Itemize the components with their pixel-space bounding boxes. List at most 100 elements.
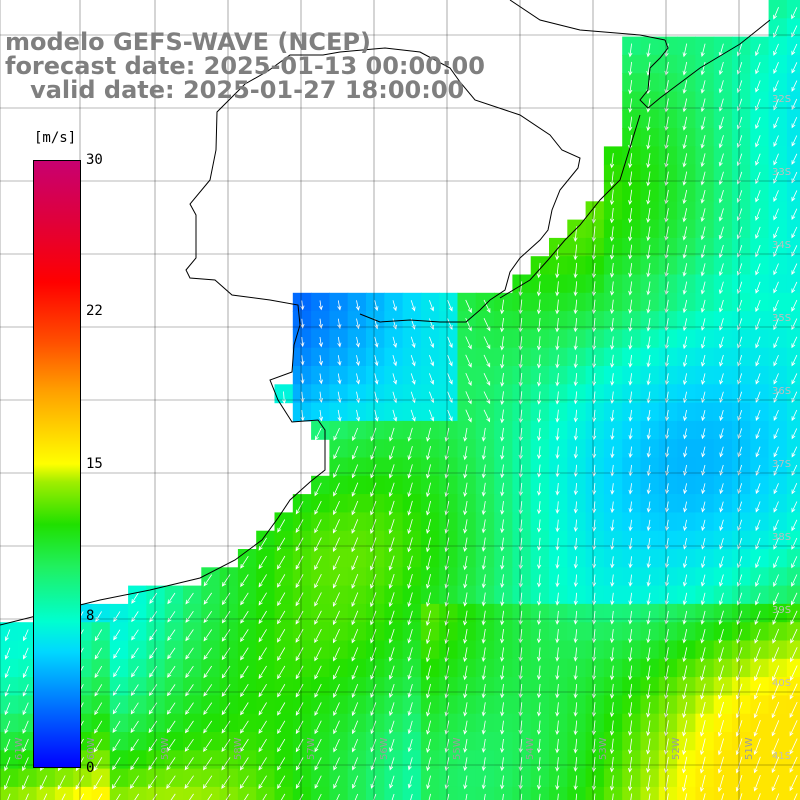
wind-vector-arrow (682, 98, 688, 113)
wind-vector-arrow (753, 774, 761, 792)
wind-vector-arrow (555, 665, 560, 681)
wind-speed-cell (750, 768, 770, 788)
wind-vector-arrow (203, 592, 213, 605)
wind-vector-arrow (314, 610, 322, 625)
wind-vector-arrow (682, 263, 688, 277)
wind-speed-cell (237, 695, 257, 715)
wind-speed-cell (311, 695, 330, 715)
wind-vector-arrow (646, 373, 651, 386)
wind-vector-arrow (773, 354, 779, 367)
wind-vector-arrow (646, 720, 651, 737)
wind-vector-arrow (682, 135, 688, 150)
wind-speed-cell (786, 292, 800, 312)
wind-vector-arrow (240, 592, 249, 606)
wind-vector-arrow (370, 427, 377, 442)
wind-vector-arrow (295, 665, 304, 680)
wind-vector-arrow (773, 117, 779, 129)
wind-speed-cell (146, 658, 166, 678)
wind-vector-arrow (258, 665, 267, 679)
wind-vector-arrow (791, 281, 798, 294)
wind-vector-arrow (682, 720, 688, 737)
wind-speed-cell (329, 786, 349, 800)
wind-speed-cell (768, 786, 788, 800)
wind-vector-arrow (481, 757, 486, 772)
wind-vector-arrow (22, 720, 29, 734)
wind-speed-cell (750, 530, 770, 550)
wind-speed-cell (329, 457, 349, 477)
latitude-label: 34S (772, 240, 792, 251)
wind-vector-arrow (536, 665, 542, 681)
wind-vector-arrow (481, 665, 486, 681)
wind-vector-arrow (447, 373, 453, 385)
wind-vector-arrow (239, 775, 249, 789)
wind-vector-arrow (318, 355, 323, 366)
wind-vector-arrow (789, 683, 798, 700)
wind-vector-arrow (609, 153, 615, 169)
wind-vector-arrow (318, 300, 323, 311)
wind-vector-arrow (203, 720, 213, 734)
wind-vector-arrow (481, 592, 486, 607)
wind-vector-arrow (773, 263, 779, 276)
wind-speed-cell (786, 146, 800, 166)
wind-vector-arrow (591, 244, 596, 261)
wind-vector-arrow (700, 299, 706, 313)
wind-speed-cell (384, 420, 404, 440)
wind-speed-cell (750, 274, 770, 294)
wind-vector-arrow (389, 738, 395, 753)
wind-vector-arrow (465, 299, 472, 314)
wind-vector-arrow (555, 391, 560, 405)
wind-vector-arrow (351, 738, 359, 753)
wind-vector-arrow (628, 263, 633, 278)
wind-speed-cell (256, 640, 276, 660)
wind-vector-arrow (167, 665, 176, 678)
wind-vector-arrow (555, 409, 560, 423)
wind-vector-arrow (591, 317, 597, 333)
wind-speed-cell (128, 640, 147, 660)
wind-vector-arrow (700, 153, 706, 168)
wind-vector-arrow (148, 757, 158, 771)
wind-vector-arrow (407, 573, 413, 589)
wind-vector-arrow (591, 299, 596, 315)
wind-vector-arrow (772, 665, 780, 682)
wind-vector-arrow (167, 629, 176, 641)
wind-vector-arrow (463, 592, 468, 607)
wind-vector-arrow (481, 555, 486, 571)
wind-vector-arrow (258, 592, 267, 606)
wind-vector-arrow (735, 701, 743, 719)
wind-vector-arrow (258, 738, 267, 753)
wind-vector-arrow (352, 775, 359, 789)
wind-vector-arrow (610, 592, 615, 606)
wind-speed-cell (768, 237, 788, 257)
wind-vector-arrow (628, 610, 633, 625)
wind-vector-arrow (425, 665, 431, 681)
wind-vector-arrow (314, 629, 322, 644)
wind-speed-cell (146, 750, 166, 770)
wind-speed-cell (109, 750, 129, 770)
wind-speed-cell (128, 750, 147, 770)
wind-vector-arrow (333, 500, 340, 516)
wind-vector-arrow (149, 629, 158, 641)
wind-vector-arrow (131, 629, 139, 641)
wind-vector-arrow (700, 610, 706, 625)
wind-vector-arrow (789, 756, 798, 773)
wind-speed-cell (713, 439, 733, 459)
wind-speed-cell (530, 786, 550, 800)
wind-vector-arrow (591, 629, 597, 644)
wind-vector-arrow (314, 500, 322, 515)
wind-speed-cell (347, 567, 367, 587)
wind-vector-arrow (258, 757, 267, 771)
wind-vector-arrow (790, 628, 798, 644)
wind-vector-arrow (537, 372, 542, 387)
wind-speed-cell (512, 786, 532, 800)
wind-vector-arrow (299, 793, 304, 800)
wind-vector-arrow (410, 300, 416, 312)
wind-vector-arrow (682, 336, 688, 350)
wind-vector-arrow (628, 244, 633, 260)
wind-vector-arrow (773, 318, 779, 331)
wind-vector-arrow (682, 61, 688, 76)
wind-vector-arrow (500, 354, 505, 369)
wind-vector-arrow (444, 574, 450, 589)
wind-speed-cell (786, 54, 800, 74)
wind-speed-cell (640, 786, 660, 800)
wind-speed-cell (219, 567, 239, 587)
